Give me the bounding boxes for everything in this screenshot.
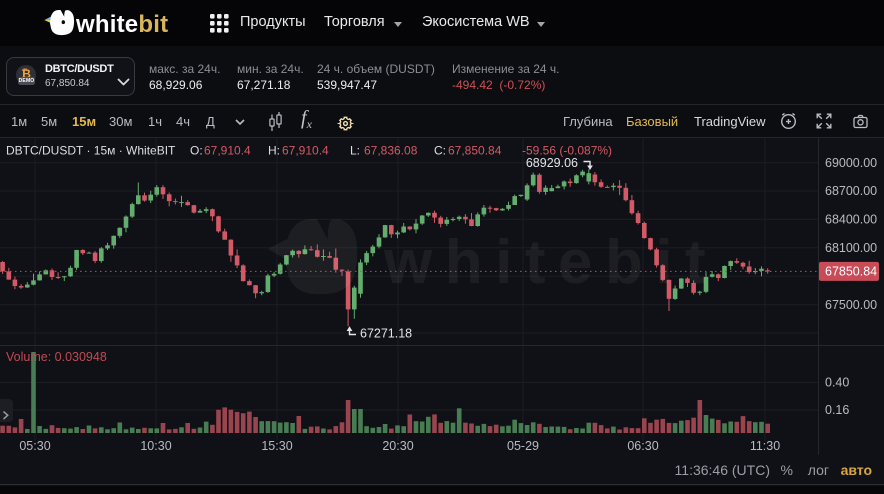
svg-text:05-29: 05-29: [507, 439, 539, 453]
svg-text:O:: O:: [190, 144, 203, 158]
svg-text:67,910.4: 67,910.4: [204, 144, 251, 158]
svg-text:68700.00: 68700.00: [825, 184, 877, 198]
svg-text:DBTC/DUSDT · 15м · WhiteBIT: DBTC/DUSDT · 15м · WhiteBIT: [6, 144, 176, 158]
svg-text:69000.00: 69000.00: [825, 156, 877, 170]
svg-text:67,836.08: 67,836.08: [364, 144, 418, 158]
svg-text:0.40: 0.40: [825, 376, 849, 390]
svg-text:67,910.4: 67,910.4: [282, 144, 329, 158]
svg-text:11:30: 11:30: [750, 439, 780, 453]
svg-text:0.16: 0.16: [825, 403, 849, 417]
svg-text:67271.18: 67271.18: [360, 327, 412, 341]
svg-text:67850.84: 67850.84: [825, 265, 877, 279]
svg-text:68400.00: 68400.00: [825, 213, 877, 227]
svg-text:68100.00: 68100.00: [825, 241, 877, 255]
svg-text:68929.06: 68929.06: [526, 156, 578, 170]
svg-text:H:: H:: [268, 144, 280, 158]
svg-text:whitebit: whitebit: [383, 228, 718, 297]
svg-text:-59.56 (-0.087%): -59.56 (-0.087%): [522, 144, 612, 158]
svg-text:15:30: 15:30: [261, 439, 292, 453]
svg-text:10:30: 10:30: [140, 439, 171, 453]
svg-text:05:30: 05:30: [19, 439, 50, 453]
svg-text:C:: C:: [434, 144, 446, 158]
svg-text:67,850.84: 67,850.84: [448, 144, 502, 158]
svg-text:Volume: 0.030948: Volume: 0.030948: [6, 350, 107, 364]
svg-text:67500.00: 67500.00: [825, 298, 877, 312]
svg-text:06:30: 06:30: [627, 439, 658, 453]
svg-text:20:30: 20:30: [382, 439, 413, 453]
svg-text:L:: L:: [350, 144, 360, 158]
